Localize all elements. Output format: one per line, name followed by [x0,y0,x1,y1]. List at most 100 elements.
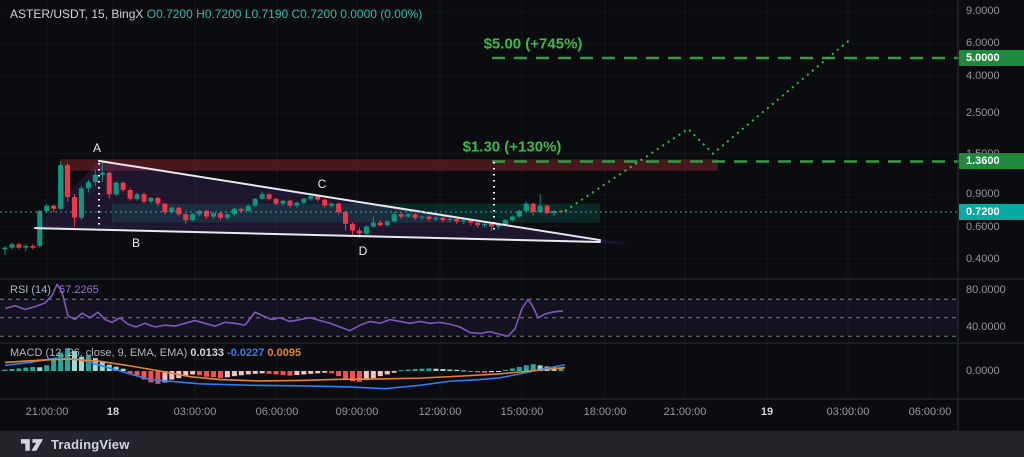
price-target-label[interactable]: $5.00 (+745%) [483,35,583,53]
candle-body [176,207,182,215]
macd-histogram-bar [280,371,286,375]
tradingview-brand[interactable]: TradingView [51,436,130,452]
macd-histogram-bar [558,367,564,371]
time-axis-label[interactable]: 06:00:00 [908,406,952,418]
macd-histogram-bar [85,355,91,371]
wedge-pattern-fill [35,161,630,244]
time-axis-label[interactable]: 21:00:00 [663,406,707,418]
macd-histogram-bar [294,371,300,375]
macd-histogram-bar [356,371,362,382]
candle-body [92,174,98,183]
macd-histogram-bar [440,369,446,371]
price-axis-label: 6.0000 [966,37,1000,50]
candle-body [433,217,439,219]
candle-body [356,230,362,234]
macd-histogram-bar [273,371,279,375]
time-axis-label[interactable]: 03:00:00 [826,406,870,418]
time-axis-label[interactable]: 12:00:00 [418,406,462,418]
price-projection-path[interactable] [564,38,851,212]
symbol-legend: ASTER/USDT, 15, BingX O0.7200 H0.7200 L0… [10,7,422,21]
candle-body [99,172,105,175]
candle-body [475,222,481,226]
candle-body [294,202,300,206]
pattern-point-label-a[interactable]: A [92,141,102,155]
candle-body [377,222,383,226]
candle-body [516,210,522,217]
candle-body [551,210,557,214]
time-axis-label[interactable]: 03:00:00 [173,406,217,418]
macd-histogram-bar [447,369,453,371]
rsi-band [0,299,958,337]
macd-histogram-bar [155,371,161,384]
price-target-label[interactable]: $1.30 (+130%) [462,138,562,156]
upper-trendline[interactable] [98,159,601,242]
resistance-zone[interactable] [60,159,718,171]
time-axis-label[interactable]: 21:00:00 [25,406,69,418]
candle-body [211,213,216,217]
tradingview-logo-icon[interactable] [20,436,44,453]
candle-body [384,221,390,226]
chart-canvas[interactable] [0,0,1024,430]
macd-histogram-bar [231,371,237,377]
macd-values: 0.0133 -0.0227 0.0095 [190,347,301,359]
macd-histogram-bar [398,370,404,372]
time-axis-date-label[interactable]: 19 [760,406,774,418]
lower-trendline[interactable] [34,227,601,243]
candle-body [141,194,147,202]
candle-body [370,222,376,227]
candle-body [224,214,230,218]
rsi-axis-label: 80.0000 [966,284,1006,296]
macd-histogram-bar [489,371,494,373]
candle-body [252,198,258,206]
macd-histogram-bar [252,371,258,374]
price-axis-label: 2.5000 [966,107,1000,120]
macd-histogram-bar [162,371,168,383]
macd-histogram-bar [37,367,43,371]
candle-body [134,194,140,199]
footer-bar: TradingView [0,430,1024,457]
rsi-legend: RSI (14) 57.2265 [10,284,99,296]
candle-body [343,212,349,224]
macd-indicator-label[interactable]: MACD (12, 26, close, 9, EMA, EMA) [10,347,188,359]
candle-body [162,203,168,213]
time-axis-label[interactable]: 06:00:00 [255,406,299,418]
time-axis-label[interactable]: 09:00:00 [335,406,379,418]
time-axis-label[interactable]: 18:00:00 [583,406,627,418]
macd-histogram-bar [516,367,522,371]
macd-histogram-bar [336,371,342,377]
candle-body [30,245,36,248]
rsi-indicator-label[interactable]: RSI (14) [10,284,51,296]
macd-histogram-bar [169,371,175,380]
candle-body [231,208,237,215]
candle-body [350,223,355,231]
candle-body [85,182,91,189]
macd-histogram-bar [475,371,481,373]
target-price-badge: 1.3600 [959,153,1024,170]
macd-histogram-bar [384,371,390,375]
candle-body [391,214,397,222]
time-axis-label[interactable]: 15:00:00 [500,406,544,418]
macd-histogram-bar [509,368,515,371]
candle-body [336,203,342,213]
pattern-point-label-c[interactable]: C [317,177,327,191]
pattern-point-label-d[interactable]: D [358,244,368,258]
pattern-point-label-b[interactable]: B [131,236,141,250]
candle-body [398,214,404,217]
candle-body [301,198,307,203]
candle-body [489,223,494,227]
symbol-title[interactable]: ASTER/USDT, 15, BingX [10,7,144,21]
macd-histogram-bar [315,371,321,374]
macd-histogram-bar [377,371,383,377]
time-axis-date-label[interactable]: 18 [106,406,120,418]
candle-body [169,207,175,213]
candle-body [155,197,161,204]
candle-body [23,245,29,248]
macd-histogram-bar [502,369,508,371]
macd-histogram-bar [141,371,147,380]
macd-histogram-bar [523,365,529,371]
candle-body [238,208,244,211]
macd-histogram-bar [245,371,251,375]
macd-histogram-bar [16,368,22,371]
macd-histogram-bar [2,369,8,371]
